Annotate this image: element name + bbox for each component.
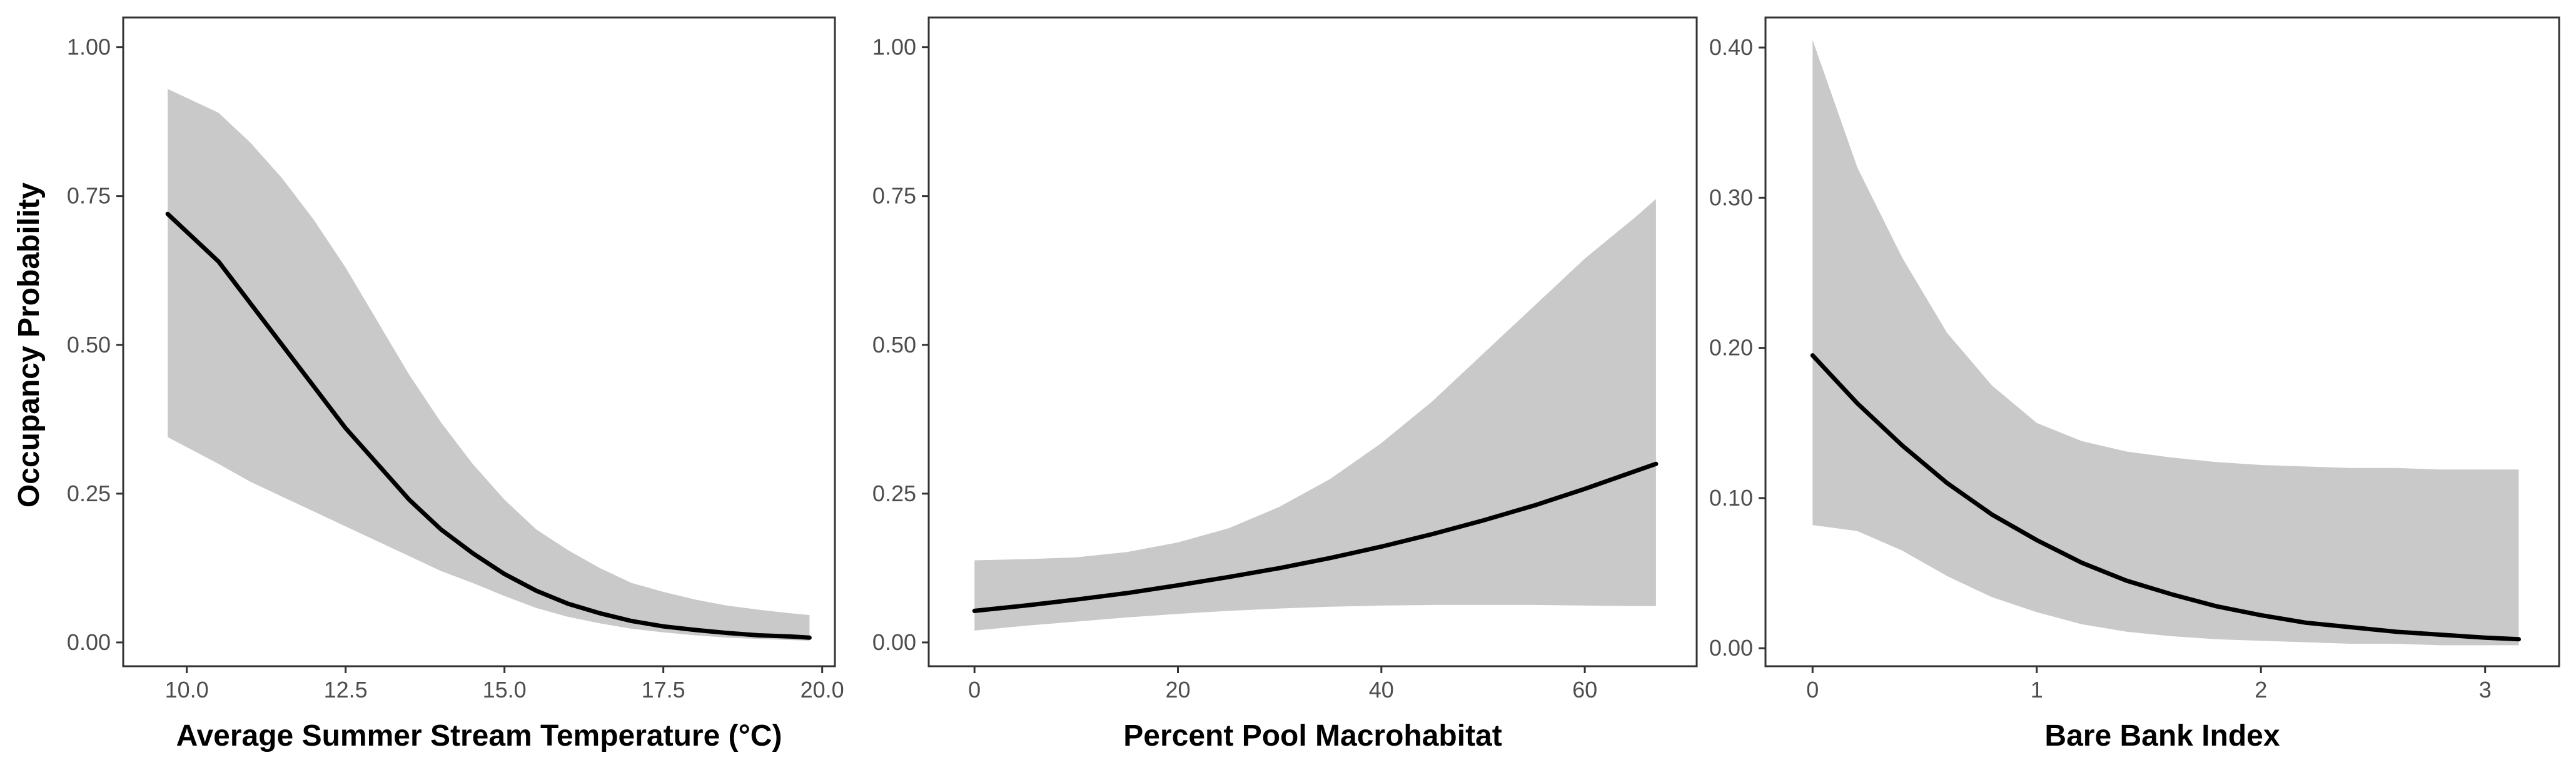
panel-bare-bank-index: 0.00 0.10 0.20 0.30 0.40 0 1 2 3 Bare Bank Index	[1709, 16, 2560, 752]
temperature-panel-border	[122, 16, 836, 668]
x-tick-label: 17.5	[642, 677, 685, 702]
x-tick-label: 40	[1369, 677, 1394, 702]
temperature-x-axis-title: Average Summer Stream Temperature (°C)	[176, 719, 782, 752]
x-tick-label: 20.0	[801, 677, 844, 702]
y-tick-label: 0.10	[1709, 485, 1753, 511]
y-axis-title: Occupancy Probability	[13, 182, 46, 508]
y-tick-label: 0.00	[67, 629, 111, 655]
y-tick-label: 0.75	[872, 183, 916, 209]
x-tick-label: 12.5	[324, 677, 368, 702]
y-tick-label: 0.00	[1709, 635, 1753, 661]
bare-bank-index-x-axis-title: Bare Bank Index	[2044, 719, 2280, 752]
y-tick-label: 0.25	[67, 481, 111, 506]
x-tick-label: 15.0	[483, 677, 527, 702]
bare-bank-index-panel-border	[1764, 16, 2560, 668]
pool-macrohabitat-fitted-line	[972, 461, 1659, 613]
y-tick-label: 0.25	[872, 481, 916, 506]
x-tick-label: 0	[1806, 677, 1819, 702]
pool-macrohabitat-panel-border	[927, 16, 1698, 668]
x-tick-label: 10.0	[165, 677, 209, 702]
y-tick-label: 0.40	[1709, 34, 1753, 60]
pool-macrohabitat-confidence-ribbon	[974, 199, 1656, 631]
x-tick-label: 1	[2031, 677, 2043, 702]
bare-bank-index-fitted-line	[1810, 353, 2521, 642]
temperature-fitted-line	[165, 211, 812, 640]
pool-macrohabitat-x-axis-title: Percent Pool Macrohabitat	[1123, 719, 1502, 752]
y-tick-label: 0.50	[872, 332, 916, 358]
y-tick-label: 0.75	[67, 183, 111, 209]
y-tick-label: 0.30	[1709, 184, 1753, 210]
y-tick-label: 0.50	[67, 332, 111, 358]
y-tick-label: 0.00	[872, 629, 916, 655]
x-tick-label: 60	[1572, 677, 1597, 702]
x-tick-label: 2	[2255, 677, 2267, 702]
x-tick-label: 20	[1165, 677, 1190, 702]
bare-bank-index-confidence-ribbon	[1812, 40, 2519, 646]
temperature-confidence-ribbon	[168, 89, 810, 641]
x-tick-label: 3	[2479, 677, 2492, 702]
y-tick-label: 0.20	[1709, 335, 1753, 361]
y-tick-label: 1.00	[67, 34, 111, 60]
y-tick-label: 1.00	[872, 34, 916, 60]
panel-temperature: 0.00 0.25 0.50 0.75 1.00 10.0 12.5 15.0 17.5 20.0…	[67, 16, 844, 752]
panel-pool-macrohabitat: 0.00 0.25 0.50 0.75 1.00 0 20 40 60 Percent Pool …	[872, 16, 1698, 752]
x-tick-label: 0	[968, 677, 981, 702]
